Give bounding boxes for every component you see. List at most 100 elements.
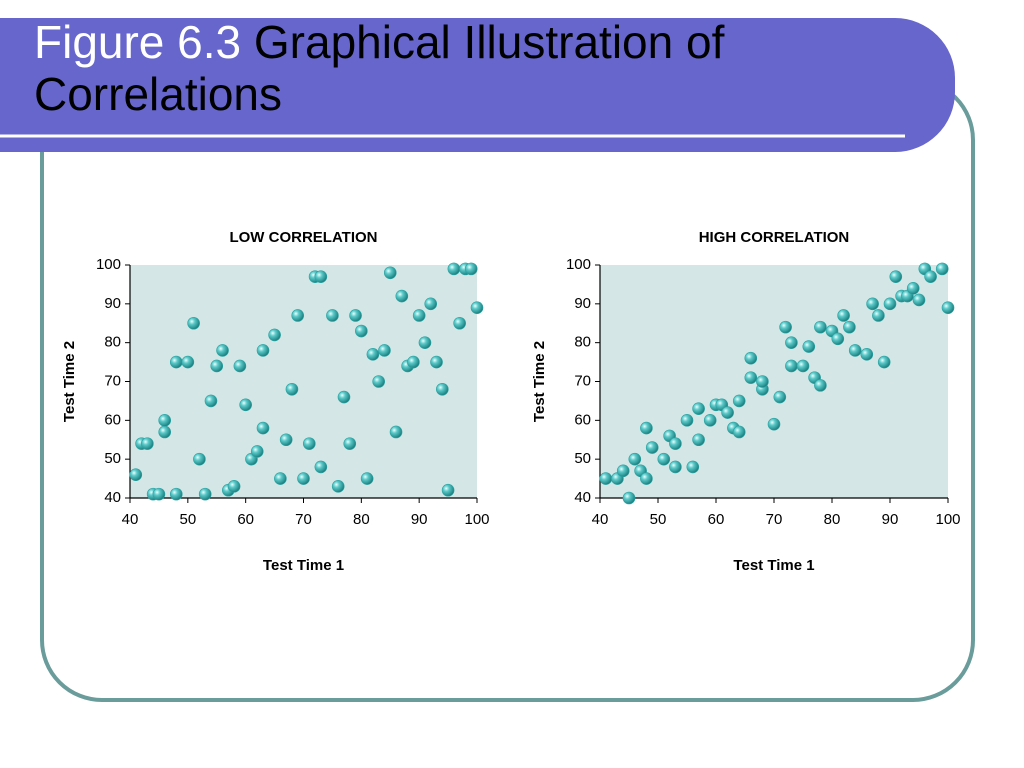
- point: [378, 344, 391, 357]
- point: [441, 483, 455, 497]
- point: [389, 425, 403, 439]
- point: [843, 320, 856, 334]
- x-tick-label: 70: [766, 511, 783, 528]
- x-tick-label: 50: [179, 511, 196, 528]
- point: [877, 355, 891, 369]
- point: [669, 460, 682, 474]
- point: [129, 468, 143, 482]
- point: [169, 487, 183, 501]
- point: [924, 270, 937, 283]
- point: [314, 270, 328, 283]
- point: [692, 433, 705, 447]
- y-axis-label: Test Time 2: [531, 341, 548, 422]
- chart-title: HIGH CORRELATION: [699, 229, 850, 246]
- point: [645, 441, 659, 454]
- point: [732, 394, 746, 408]
- point: [732, 425, 746, 439]
- point: [912, 293, 926, 307]
- point: [756, 375, 769, 388]
- point: [256, 421, 270, 435]
- x-tick-label: 70: [295, 511, 312, 528]
- point: [773, 390, 787, 404]
- point: [435, 382, 449, 396]
- point: [796, 359, 810, 373]
- x-axis-label: Test Time 1: [733, 557, 814, 574]
- point: [785, 336, 798, 349]
- point: [424, 297, 438, 311]
- point: [616, 464, 630, 478]
- point: [279, 433, 293, 447]
- point: [395, 289, 409, 303]
- x-tick-label: 40: [592, 511, 609, 528]
- point: [941, 301, 955, 315]
- point: [814, 379, 827, 392]
- point: [372, 375, 385, 388]
- point: [703, 414, 717, 427]
- y-tick-label: 50: [104, 450, 121, 467]
- y-tick-label: 60: [104, 411, 121, 428]
- point: [193, 452, 206, 466]
- point: [692, 402, 705, 415]
- point: [802, 340, 816, 353]
- point: [187, 316, 200, 330]
- x-tick-label: 90: [411, 511, 428, 528]
- point: [198, 487, 212, 501]
- point: [848, 344, 862, 357]
- x-tick-label: 50: [650, 511, 667, 528]
- point: [669, 437, 682, 450]
- x-tick-label: 80: [353, 511, 370, 528]
- point: [343, 437, 357, 450]
- x-tick-label: 40: [122, 511, 139, 528]
- chart-title: LOW CORRELATION: [229, 229, 377, 246]
- x-tick-label: 100: [464, 511, 489, 528]
- point: [297, 472, 310, 485]
- title-text: Graphical Illustration of Correlations: [34, 16, 725, 120]
- point: [744, 351, 758, 365]
- point: [889, 270, 903, 283]
- y-tick-label: 50: [574, 450, 591, 467]
- y-axis-label: Test Time 2: [61, 341, 78, 422]
- point: [837, 309, 850, 322]
- point: [274, 472, 287, 485]
- y-tick-label: 70: [574, 372, 591, 389]
- point: [314, 460, 328, 474]
- point: [355, 324, 368, 338]
- x-tick-label: 100: [935, 511, 960, 528]
- point: [779, 320, 792, 334]
- point: [418, 336, 432, 349]
- point: [331, 480, 345, 493]
- point: [721, 406, 734, 419]
- point: [935, 262, 949, 276]
- y-tick-label: 40: [574, 489, 591, 506]
- y-tick-label: 80: [104, 334, 121, 351]
- point: [169, 355, 183, 369]
- point: [181, 355, 195, 369]
- point: [470, 301, 484, 315]
- x-axis-label: Test Time 1: [263, 557, 344, 574]
- point: [141, 437, 154, 450]
- point: [366, 348, 380, 361]
- point: [767, 417, 781, 431]
- point: [412, 309, 426, 322]
- point: [204, 394, 218, 408]
- point: [360, 472, 374, 485]
- point: [453, 316, 466, 330]
- point: [464, 262, 478, 276]
- point: [430, 355, 443, 369]
- point: [883, 297, 897, 311]
- point: [640, 472, 653, 485]
- point: [210, 359, 224, 373]
- point: [657, 452, 671, 466]
- title-lead: Figure 6.3: [34, 16, 242, 68]
- y-tick-label: 100: [96, 256, 121, 273]
- y-tick-label: 90: [104, 295, 121, 312]
- point: [216, 344, 229, 357]
- y-tick-label: 40: [104, 489, 121, 506]
- point: [158, 414, 171, 427]
- y-tick-label: 90: [574, 295, 591, 312]
- point: [227, 480, 241, 493]
- y-tick-label: 80: [574, 334, 591, 351]
- point: [268, 328, 281, 342]
- point: [326, 309, 339, 322]
